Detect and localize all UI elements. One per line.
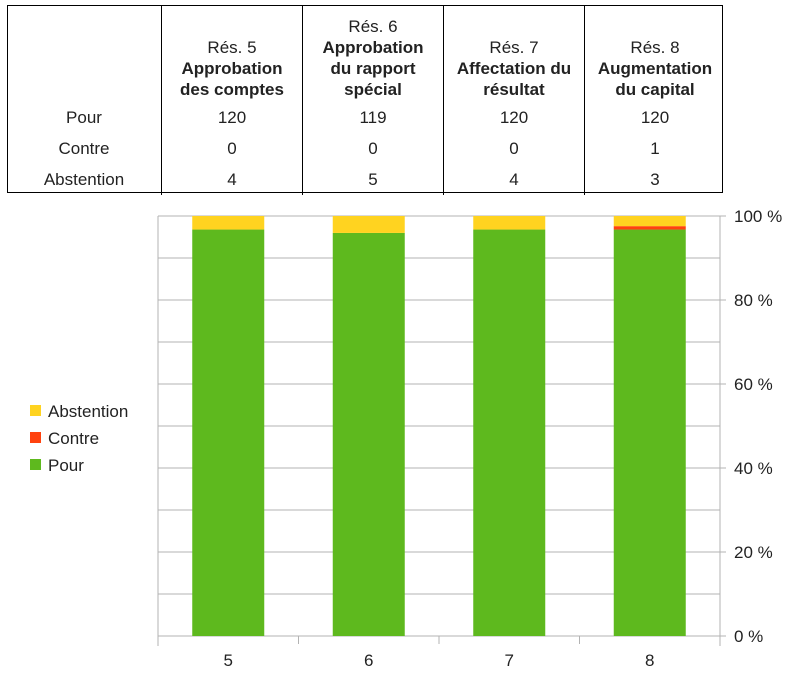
bar-segment-pour bbox=[192, 229, 265, 636]
y-tick-label: 60 % bbox=[734, 375, 773, 394]
bar-segment-pour bbox=[332, 232, 405, 636]
vote-count: 0 bbox=[443, 133, 585, 164]
resolution-title-line: Augmentation bbox=[597, 59, 713, 78]
column-header: Rés. 6 Approbation du rapport spécial bbox=[302, 5, 444, 102]
resolution-number: Rés. 8 bbox=[630, 38, 680, 57]
resolution-title-line: spécial bbox=[344, 80, 402, 99]
x-tick-label: 8 bbox=[645, 651, 654, 670]
resolution-title-line: Approbation bbox=[181, 59, 283, 78]
legend-label: Contre bbox=[48, 429, 99, 448]
resolution-number: Rés. 5 bbox=[207, 38, 257, 57]
resolution-title-line: du rapport bbox=[330, 59, 416, 78]
vote-count: 5 bbox=[302, 164, 444, 195]
y-tick-label: 40 % bbox=[734, 459, 773, 478]
resolution-number: Rés. 6 bbox=[348, 17, 398, 36]
bar-segment-abstention bbox=[332, 216, 405, 233]
vote-count: 120 bbox=[443, 102, 585, 133]
y-tick-label: 80 % bbox=[734, 291, 773, 310]
vote-count: 119 bbox=[302, 102, 444, 133]
legend-swatch bbox=[30, 459, 41, 470]
bar-segment-abstention bbox=[473, 216, 546, 230]
resolution-title-line: résultat bbox=[483, 80, 545, 99]
row-label: Abstention bbox=[43, 169, 125, 189]
column-header: Rés. 5 Approbation des comptes bbox=[161, 5, 303, 102]
resolution-title-line: Approbation bbox=[322, 38, 424, 57]
resolution-title-line: du capital bbox=[615, 80, 695, 99]
bar-segment-pour bbox=[613, 229, 686, 636]
resolution-number: Rés. 7 bbox=[489, 38, 539, 57]
vote-count: 0 bbox=[302, 133, 444, 164]
legend-label: Pour bbox=[48, 456, 84, 475]
bar-segment-abstention bbox=[613, 216, 686, 227]
vote-count: 3 bbox=[584, 164, 725, 195]
bar-segment-abstention bbox=[192, 216, 265, 230]
legend-swatch bbox=[30, 405, 41, 416]
resolution-title-line: Affectation du bbox=[456, 59, 572, 78]
vote-count: 4 bbox=[443, 164, 585, 195]
legend-swatch bbox=[30, 432, 41, 443]
vote-count: 120 bbox=[584, 102, 725, 133]
table-header-row: Rés. 5 Approbation des comptes Rés. 6 Appro… bbox=[7, 5, 725, 102]
column-header: Rés. 8 Augmentation du capital bbox=[584, 5, 725, 102]
x-tick-label: 5 bbox=[224, 651, 233, 670]
column-header: Rés. 7 Affectation du résultat bbox=[443, 5, 585, 102]
row-label: Pour bbox=[66, 107, 102, 127]
x-tick-label: 6 bbox=[364, 651, 373, 670]
x-tick-label: 7 bbox=[505, 651, 514, 670]
vote-count: 0 bbox=[161, 133, 303, 164]
table-row: Abstention 4 5 4 3 bbox=[7, 164, 725, 195]
legend-label: Abstention bbox=[48, 402, 128, 421]
vote-table: Rés. 5 Approbation des comptes Rés. 6 Appro… bbox=[7, 5, 725, 195]
y-tick-label: 20 % bbox=[734, 543, 773, 562]
y-tick-label: 100 % bbox=[734, 207, 782, 226]
bar-segment-contre bbox=[613, 226, 686, 230]
vote-count: 1 bbox=[584, 133, 725, 164]
bar-segment-pour bbox=[473, 229, 546, 636]
resolution-title-line: des comptes bbox=[180, 80, 284, 99]
y-tick-label: 0 % bbox=[734, 627, 763, 646]
table-row: Pour 120 119 120 120 bbox=[7, 102, 725, 133]
vote-count: 4 bbox=[161, 164, 303, 195]
vote-count: 120 bbox=[161, 102, 303, 133]
row-label: Contre bbox=[58, 138, 110, 158]
table-row: Contre 0 0 0 1 bbox=[7, 133, 725, 164]
